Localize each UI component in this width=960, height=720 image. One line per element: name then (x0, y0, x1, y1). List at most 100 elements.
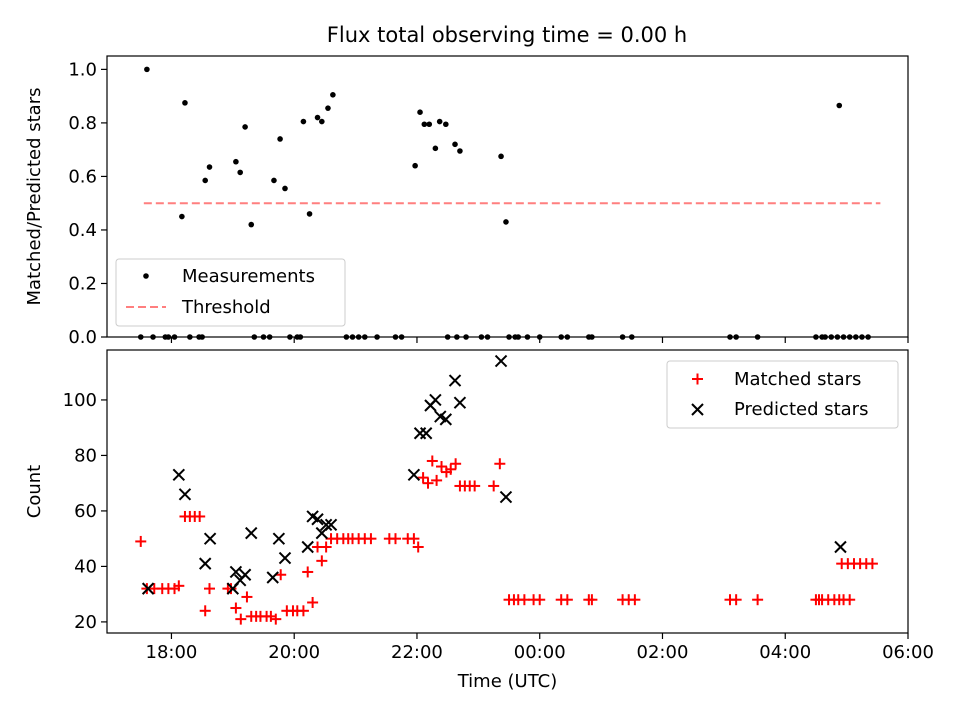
measurement-point (182, 100, 188, 106)
matched-star-point (225, 583, 237, 595)
predicted-star-point (453, 396, 467, 409)
matched-star-point (561, 594, 573, 606)
predicted-star-point (141, 582, 155, 595)
predicted-star-point (324, 518, 338, 532)
x-stroke-b (494, 354, 508, 368)
predicted-star-point (245, 526, 258, 540)
measurement-point (859, 334, 865, 340)
y-tick-label: 60 (74, 501, 97, 522)
measurement-point (260, 334, 267, 340)
matched-star-point (412, 541, 424, 553)
legend-matched-marker (692, 373, 703, 385)
x-stroke-b (434, 410, 447, 423)
x-tick-label: 18:00 (146, 642, 198, 663)
x-stroke-b (448, 374, 462, 387)
predicted-star-point (499, 490, 513, 504)
measurement-point (436, 118, 443, 125)
measurement-point (171, 334, 178, 340)
y-tick-label: 0.4 (68, 220, 97, 241)
predicted-star-point (272, 532, 286, 545)
x-stroke-b (319, 518, 333, 532)
x-stroke-b (178, 488, 192, 501)
matched-star-point (235, 613, 247, 625)
y-tick-label: 0.8 (68, 113, 97, 134)
measurement-point (355, 334, 362, 340)
y-tick-label: 40 (74, 556, 97, 577)
measurement-point (733, 334, 739, 340)
measurement-point (297, 334, 304, 340)
matched-star-point (316, 555, 328, 567)
measurement-point (277, 136, 283, 142)
predicted-star-point (448, 374, 462, 387)
measurement-point (248, 221, 255, 228)
ratio-panel-y-axis-label: Matched/Predicted stars (24, 88, 45, 306)
x-stroke-b (203, 532, 217, 545)
matched-star-point (389, 533, 401, 545)
measurement-point (503, 219, 509, 225)
matched-star-point (204, 583, 216, 595)
measurement-point (506, 334, 512, 340)
x-stroke-b (324, 518, 338, 532)
legend-frame (115, 258, 346, 327)
legend-predicted-label: Predicted stars (734, 399, 868, 420)
measurement-point (463, 334, 469, 340)
y-tick-label: 0.6 (68, 166, 97, 187)
measurement-point (417, 109, 423, 115)
measurement-point (392, 334, 399, 340)
measurement-point (330, 92, 336, 98)
measurement-point (558, 334, 565, 340)
count-panel: 18:00 20:00 22:00 00:00 02:00 04:00 06:00 20 40 6… (24, 349, 934, 692)
measurement-point (271, 177, 277, 184)
y-tick-label: 20 (74, 612, 97, 633)
x-stroke-b (311, 513, 324, 526)
measurement-point (822, 334, 828, 340)
matched-star-point (297, 605, 309, 617)
x-stroke-b (278, 551, 292, 565)
measurement-point (319, 118, 325, 125)
x-tick-label: 04:00 (759, 642, 811, 663)
measurement-point (846, 334, 853, 340)
measurement-point (199, 334, 205, 340)
predicted-star-point (229, 565, 243, 579)
x-stroke-b (301, 540, 314, 554)
y-tick-label: 100 (63, 390, 97, 411)
measurement-point (361, 334, 368, 340)
predicted-star-point (278, 551, 292, 565)
measurement-point (237, 169, 243, 176)
matched-star-point (844, 594, 856, 606)
matched-star-point (422, 477, 434, 489)
measurement-point (165, 334, 172, 340)
predicted-star-point (419, 427, 433, 440)
matched-star-point (365, 533, 377, 545)
x-stroke-b (266, 571, 279, 584)
measurement-point (325, 105, 331, 111)
measurement-point (432, 145, 439, 152)
matched-star-point (494, 458, 506, 470)
matched-star-point (417, 472, 429, 484)
measurement-point (628, 334, 635, 340)
measurement-point (412, 162, 418, 169)
measurement-point (202, 177, 209, 184)
matched-star-point (426, 455, 438, 467)
x-stroke-b (306, 510, 319, 523)
matched-star-point (275, 569, 287, 581)
legend-frame (666, 360, 899, 429)
x-stroke-b (229, 565, 243, 579)
x-stroke-b (141, 582, 155, 595)
measurement-point (754, 334, 761, 340)
matched-star-point (431, 474, 443, 486)
matched-star-point (534, 594, 546, 606)
x-stroke-b (691, 403, 704, 416)
matched-star-point (408, 533, 420, 545)
predicted-star-point (198, 557, 212, 570)
matched-star-point (866, 558, 878, 570)
measurement-point (498, 153, 504, 160)
x-tick-label: 20:00 (268, 642, 320, 663)
matched-star-point (270, 613, 282, 625)
measurement-point (834, 334, 841, 340)
predicted-star-point (311, 513, 324, 526)
matched-star-point (518, 594, 530, 606)
